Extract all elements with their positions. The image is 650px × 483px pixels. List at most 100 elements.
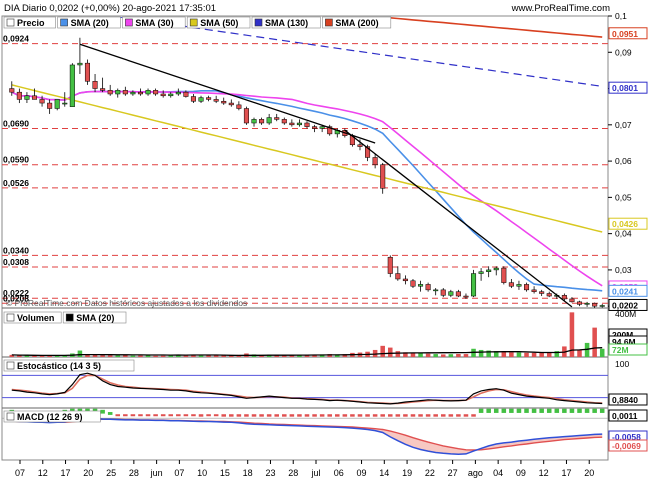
candle-body (69, 64, 75, 107)
value-label-text: 0,0202 (612, 300, 638, 310)
volume-bar (153, 355, 158, 357)
macd-hist-bar (191, 414, 196, 417)
volume-bar (403, 352, 408, 357)
sma50-line (11, 84, 603, 233)
macd-hist-bar (206, 414, 211, 417)
x-tick-label: 10 (197, 468, 207, 478)
volume-bar (107, 355, 113, 357)
legend-box (322, 16, 392, 29)
x-tick-label: 04 (493, 468, 503, 478)
chart-title: DIA Diario 0,0202 (+0,00%) 20-ago-2021 1… (4, 3, 217, 14)
legend-label: SMA (200) (335, 18, 378, 28)
value-label-text: 0,0426 (612, 219, 638, 229)
volume-bar (123, 355, 128, 357)
volume-bar (206, 355, 211, 357)
volume-bar (17, 355, 22, 357)
legend-label: Estocástico (14 3 5) (17, 361, 101, 371)
x-tick-label: 20 (83, 468, 93, 478)
resistance-label: 0,0340 (3, 245, 29, 255)
candle-body (62, 102, 68, 105)
macd-hist-bar (471, 414, 476, 417)
macd-hist-bar (486, 408, 491, 413)
legend-box (62, 311, 127, 324)
candle-body (516, 284, 522, 287)
volume-bar (24, 355, 30, 357)
volume-bar (221, 355, 227, 357)
volume-bar (531, 352, 537, 357)
stochastic-panel: 100 0,8840 Estocástico (14 3 5) (2, 359, 648, 406)
candle-body (289, 122, 295, 126)
volume-bar (39, 355, 45, 357)
macd-hist-bar (562, 408, 567, 413)
macd-hist-bar (251, 414, 257, 417)
candle-body (221, 100, 227, 104)
x-tick-label: 17 (561, 468, 571, 478)
candle-body (77, 62, 83, 66)
macd-hist-bar (531, 408, 537, 413)
volume-bar (319, 354, 325, 357)
x-tick-label: 18 (243, 468, 253, 478)
macd-hist-bar (168, 414, 174, 417)
candle-body (599, 305, 605, 307)
sma130-line (115, 17, 603, 87)
volume-bar (100, 355, 105, 357)
macd-hist-bar (554, 408, 560, 413)
volume-bar (9, 354, 15, 357)
legend-label: Precio (17, 18, 45, 28)
legend-swatch (6, 313, 15, 322)
macd-hist-bar (342, 414, 348, 417)
price-tick-label: 0,03 (615, 265, 632, 275)
candle-body (433, 289, 439, 292)
volume-bar (539, 352, 544, 357)
resistance-label: 0,0690 (3, 118, 29, 128)
candle-body (478, 271, 484, 274)
value-label-text: 94,6M (612, 337, 636, 347)
trend-line (79, 43, 376, 144)
macd-hist-bar (153, 414, 158, 417)
volume-bar (448, 354, 454, 357)
candle-body (569, 298, 575, 303)
candle-body (584, 303, 590, 305)
macd-hist-bar (425, 414, 431, 417)
candle-body (153, 90, 159, 95)
x-tick-label: jul (310, 468, 320, 478)
candle-body (251, 119, 257, 124)
candle-body (243, 108, 249, 124)
price-legend: Precio SMA (20) SMA (30) SMA (50) SMA (130) S… (3, 16, 392, 29)
x-tick-label: 07 (174, 468, 184, 478)
legend-swatch (6, 18, 15, 27)
x-tick-label: 17 (61, 468, 71, 478)
candle-body (304, 122, 310, 127)
volume-bar (297, 355, 302, 357)
macd-hist-bar (493, 408, 499, 413)
macd-hist-bar (478, 408, 484, 413)
candle-body (380, 164, 386, 189)
candle-body (84, 62, 91, 82)
legend-label: Volumen (17, 313, 54, 323)
legend-swatch (65, 313, 74, 322)
footer-note: © ProRealTime.com Datos históricos ajust… (6, 298, 247, 308)
volume-bar (387, 347, 393, 357)
candle-body (145, 90, 151, 95)
volume-bar (54, 355, 60, 357)
macd-hist-bar (213, 414, 219, 417)
macd-value-label: 0,0011 (608, 409, 648, 422)
volume-bar (554, 351, 560, 357)
price-value-label: 0,0426 (608, 217, 648, 230)
x-tick-label: jun (150, 468, 163, 478)
volume-bar (599, 348, 605, 357)
macd-hist-bar (448, 414, 454, 417)
candle-body (228, 102, 234, 106)
volume-value-label: 72M (608, 343, 648, 356)
macd-hist-bar (380, 414, 385, 417)
candle-body (100, 88, 106, 91)
legend-swatch (254, 18, 263, 27)
candle-body (508, 282, 514, 287)
legend-box (57, 16, 121, 29)
candle-body (236, 104, 242, 109)
resistance-label: 0,0526 (3, 178, 29, 188)
candle-body (259, 119, 265, 124)
candle-body (546, 293, 552, 297)
volume-bar (213, 355, 219, 357)
